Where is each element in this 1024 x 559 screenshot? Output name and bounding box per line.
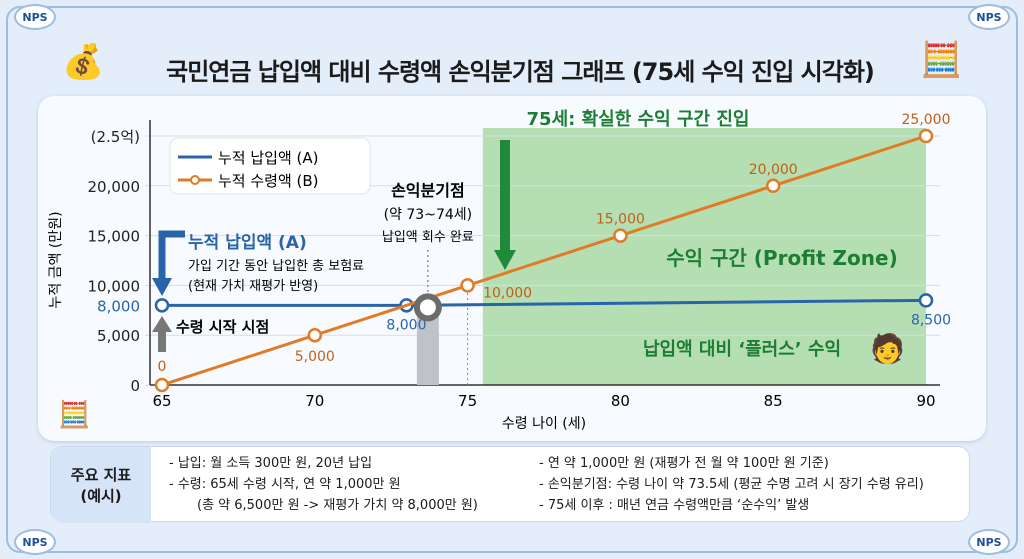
x-tick-label: 75 xyxy=(458,392,477,410)
arrow-up-icon xyxy=(152,316,172,332)
nps-logo: NPS xyxy=(968,529,1010,555)
arrow-down-icon xyxy=(500,140,510,252)
x-axis-title: 수령 나이 (세) xyxy=(502,416,586,432)
y-tick-label: 15,000 xyxy=(88,228,141,246)
data-point xyxy=(154,298,170,313)
y-tick-label: 5,000 xyxy=(97,327,140,345)
breakeven-marker xyxy=(413,293,442,322)
coins-icon: 💰 xyxy=(62,42,105,82)
calculator-coins-icon: 🧮 xyxy=(58,400,91,430)
data-point xyxy=(918,293,934,308)
legend-marker xyxy=(190,175,200,185)
y-tick-label: 8,000 xyxy=(97,297,140,315)
data-label: 8,500 xyxy=(911,312,951,328)
data-label: 25,000 xyxy=(902,112,951,128)
metric-line: - 수령: 65세 수령 시작, 연 약 1,000만 원 xyxy=(169,477,401,492)
data-point xyxy=(765,178,781,194)
nps-logo: NPS xyxy=(14,529,56,555)
y-tick-label: (2.5억) xyxy=(91,128,140,146)
y-tick-label: 20,000 xyxy=(88,178,141,196)
data-label: 0 xyxy=(158,359,167,375)
data-point xyxy=(154,377,170,393)
key-metrics-header: 주요 지표 (예시) xyxy=(51,447,151,523)
page-frame xyxy=(6,6,1018,553)
series-line-received xyxy=(161,134,927,387)
arrow-down-icon xyxy=(494,250,516,270)
legend-box xyxy=(169,137,371,195)
breakeven-range: (약 73~74세) xyxy=(384,207,473,223)
y-axis-title: 누적 금액 (만원) xyxy=(48,211,64,308)
y-tick-label: 10,000 xyxy=(88,277,141,295)
breakeven-title: 손익분기점 xyxy=(391,181,465,200)
data-label: 10,000 xyxy=(483,285,532,301)
x-tick-label: 90 xyxy=(916,392,935,410)
x-tick-label: 70 xyxy=(305,392,324,410)
nps-logo: NPS xyxy=(14,4,56,30)
arrow-down-icon xyxy=(152,278,172,296)
metric-line: - 납입: 월 소득 300만 원, 20년 납입 xyxy=(169,456,373,471)
metric-line: - 연 약 1,000만 원 (재평가 전 월 약 100만 원 기준) xyxy=(539,456,829,471)
metrics-left: - 납입: 월 소득 300만 원, 20년 납입 - 수령: 65세 수령 시… xyxy=(169,453,478,516)
annotation-paid-desc: 가입 기간 동안 납입한 총 보험료 xyxy=(188,259,364,274)
data-label: 15,000 xyxy=(596,212,645,228)
data-label: 8,000 xyxy=(386,317,426,333)
y-tick-label: 0 xyxy=(130,377,140,395)
annotation-paid-title: 누적 납입액 (A) xyxy=(188,233,307,253)
metric-line: - 손익분기점: 수령 나이 약 73.5세 (평균 수명 고려 시 장기 수령… xyxy=(539,477,924,492)
data-label: 20,000 xyxy=(749,162,798,178)
green-header: 75세: 확실한 수익 구간 진입 xyxy=(527,108,750,130)
legend-label: 누적 납입액 (A) xyxy=(218,149,319,167)
profit-zone-label: 수익 구간 (Profit Zone) xyxy=(666,246,897,270)
person-calculator-icon: 🧮 xyxy=(920,40,963,80)
breakeven-bar xyxy=(416,300,439,385)
legend-label: 누적 수령액 (B) xyxy=(218,172,319,190)
happy-person-icon: 🧑 xyxy=(870,331,905,365)
plus-profit-label: 납입액 대비 ‘플러스’ 수익 xyxy=(643,338,841,360)
metric-line: (총 약 6,500만 원 -> 재평가 가치 약 8,000만 원) xyxy=(197,498,478,513)
arrow-up-icon xyxy=(158,330,166,352)
annotation-start: 수령 시작 시점 xyxy=(176,318,269,336)
breakeven-note: 납입액 회수 완료 xyxy=(382,230,474,245)
x-tick-label: 80 xyxy=(611,392,630,410)
annotation-paid-desc: (현재 가치 재평가 반영) xyxy=(188,279,318,294)
metrics-right: - 연 약 1,000만 원 (재평가 전 월 약 100만 원 기준) - 손… xyxy=(539,453,924,516)
data-point xyxy=(307,327,323,343)
nps-logo: NPS xyxy=(968,4,1010,30)
data-point xyxy=(613,228,628,243)
x-tick-label: 85 xyxy=(764,392,783,410)
data-label: 5,000 xyxy=(295,349,335,365)
data-point xyxy=(918,128,934,144)
data-point xyxy=(460,278,475,293)
metric-line: - 75세 이후 : 매년 연금 수령액만큼 ‘순수익’ 발생 xyxy=(539,498,810,513)
key-metrics-title: 주요 지표 xyxy=(70,466,132,484)
page-title: 국민연금 납입액 대비 수령액 손익분기점 그래프 (75세 수익 진입 시각화… xyxy=(166,58,875,86)
x-tick-label: 65 xyxy=(152,392,171,410)
arrow-down-icon xyxy=(158,230,185,280)
key-metrics-subtitle: (예시) xyxy=(80,487,122,505)
key-metrics-box: 주요 지표 (예시) - 납입: 월 소득 300만 원, 20년 납입 - 수… xyxy=(50,446,970,523)
